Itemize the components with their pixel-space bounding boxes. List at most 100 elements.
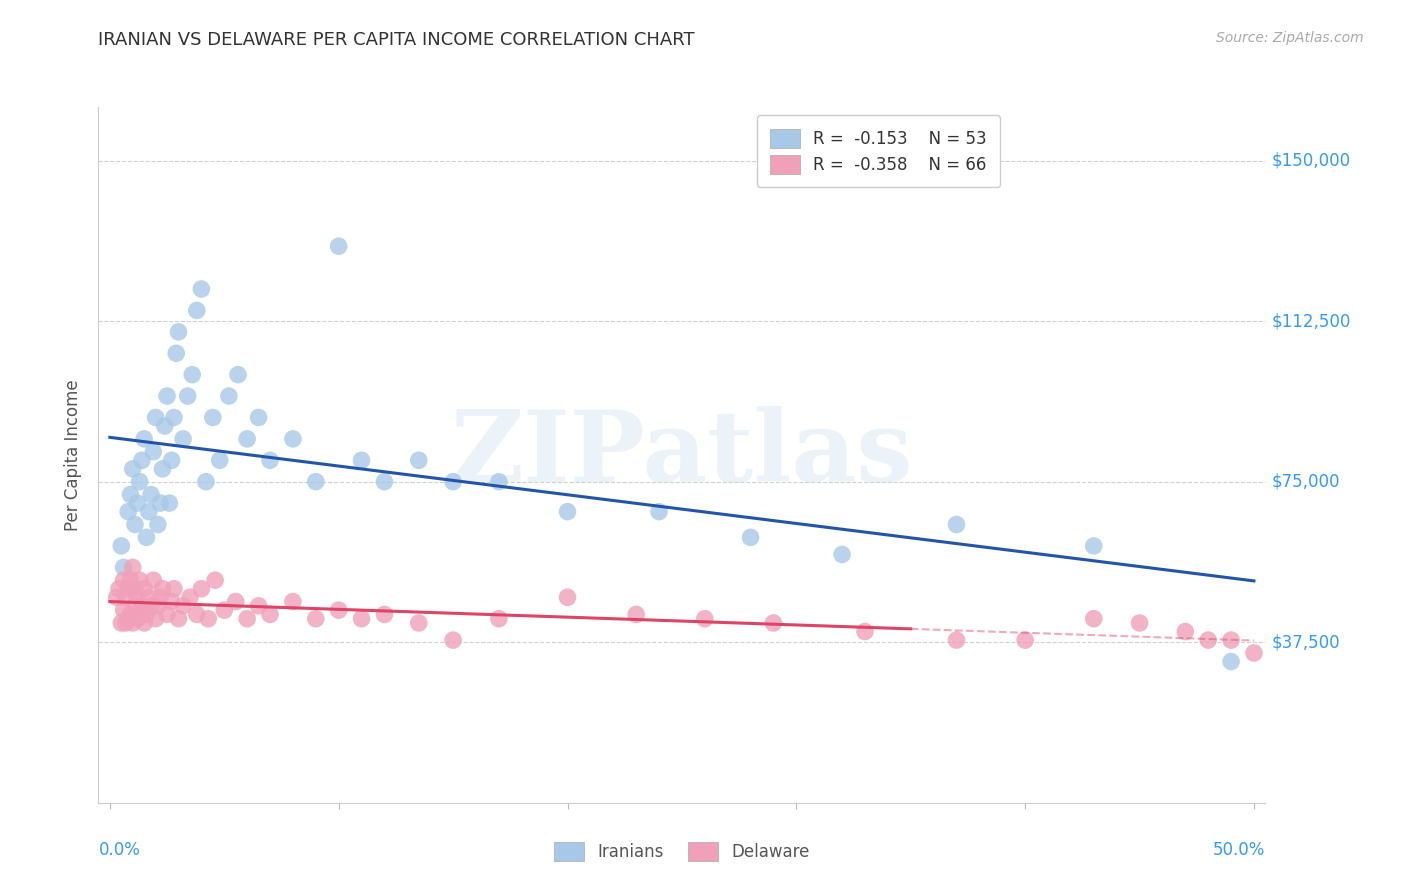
Point — [117, 505, 139, 519]
Point — [214, 603, 236, 617]
Point — [1220, 633, 1243, 648]
Text: Source: ZipAtlas.com: Source: ZipAtlas.com — [1216, 31, 1364, 45]
Point — [127, 496, 149, 510]
Point — [139, 599, 162, 613]
Point — [236, 612, 259, 626]
Point — [105, 591, 128, 605]
Point — [1128, 615, 1150, 630]
Point — [557, 591, 579, 605]
Point — [124, 582, 146, 596]
Point — [190, 582, 212, 596]
Point — [648, 505, 671, 519]
Text: $150,000: $150,000 — [1271, 152, 1350, 169]
Legend: Iranians, Delaware: Iranians, Delaware — [540, 829, 824, 874]
Point — [176, 389, 198, 403]
Point — [488, 612, 510, 626]
Point — [121, 615, 143, 630]
Point — [441, 475, 464, 489]
Point — [204, 573, 226, 587]
Point — [328, 239, 350, 253]
Point — [1174, 624, 1197, 639]
Point — [115, 591, 138, 605]
Point — [112, 573, 135, 587]
Text: 50.0%: 50.0% — [1213, 841, 1265, 859]
Text: $112,500: $112,500 — [1271, 312, 1351, 330]
Point — [112, 603, 135, 617]
Point — [740, 530, 762, 544]
Point — [186, 303, 208, 318]
Point — [197, 612, 219, 626]
Point — [247, 599, 270, 613]
Point — [153, 419, 176, 434]
Point — [181, 368, 204, 382]
Point — [139, 487, 162, 501]
Point — [1083, 612, 1105, 626]
Point — [134, 432, 156, 446]
Point — [121, 462, 143, 476]
Point — [110, 539, 132, 553]
Point — [156, 607, 179, 622]
Point — [328, 603, 350, 617]
Point — [186, 607, 208, 622]
Point — [201, 410, 224, 425]
Point — [110, 615, 132, 630]
Point — [157, 496, 180, 510]
Point — [373, 607, 395, 622]
Point — [128, 607, 150, 622]
Point — [142, 573, 165, 587]
Point — [160, 453, 183, 467]
Point — [557, 505, 579, 519]
Point — [149, 591, 172, 605]
Text: $75,000: $75,000 — [1271, 473, 1340, 491]
Point — [281, 594, 304, 608]
Text: 0.0%: 0.0% — [98, 841, 141, 859]
Point — [152, 462, 174, 476]
Point — [112, 560, 135, 574]
Point — [134, 615, 156, 630]
Point — [1014, 633, 1036, 648]
Point — [124, 599, 146, 613]
Point — [218, 389, 240, 403]
Point — [281, 432, 304, 446]
Point — [167, 325, 190, 339]
Point — [853, 624, 876, 639]
Point — [128, 573, 150, 587]
Point — [127, 612, 149, 626]
Point — [305, 612, 328, 626]
Point — [149, 496, 172, 510]
Point — [1083, 539, 1105, 553]
Point — [138, 591, 160, 605]
Point — [247, 410, 270, 425]
Point — [179, 591, 201, 605]
Point — [134, 582, 156, 596]
Point — [190, 282, 212, 296]
Point — [135, 607, 157, 622]
Point — [156, 389, 179, 403]
Point — [128, 475, 150, 489]
Point — [373, 475, 395, 489]
Point — [172, 432, 194, 446]
Point — [131, 453, 153, 467]
Point — [488, 475, 510, 489]
Point — [236, 432, 259, 446]
Point — [124, 517, 146, 532]
Point — [172, 599, 194, 613]
Point — [145, 410, 167, 425]
Text: IRANIAN VS DELAWARE PER CAPITA INCOME CORRELATION CHART: IRANIAN VS DELAWARE PER CAPITA INCOME CO… — [98, 31, 695, 49]
Point — [259, 607, 281, 622]
Point — [146, 599, 169, 613]
Point — [762, 615, 785, 630]
Point — [305, 475, 328, 489]
Point — [120, 607, 142, 622]
Point — [408, 453, 430, 467]
Point — [350, 612, 373, 626]
Point — [135, 530, 157, 544]
Point — [194, 475, 217, 489]
Point — [115, 615, 138, 630]
Point — [350, 453, 373, 467]
Point — [160, 594, 183, 608]
Point — [208, 453, 231, 467]
Point — [127, 591, 149, 605]
Point — [167, 612, 190, 626]
Point — [117, 612, 139, 626]
